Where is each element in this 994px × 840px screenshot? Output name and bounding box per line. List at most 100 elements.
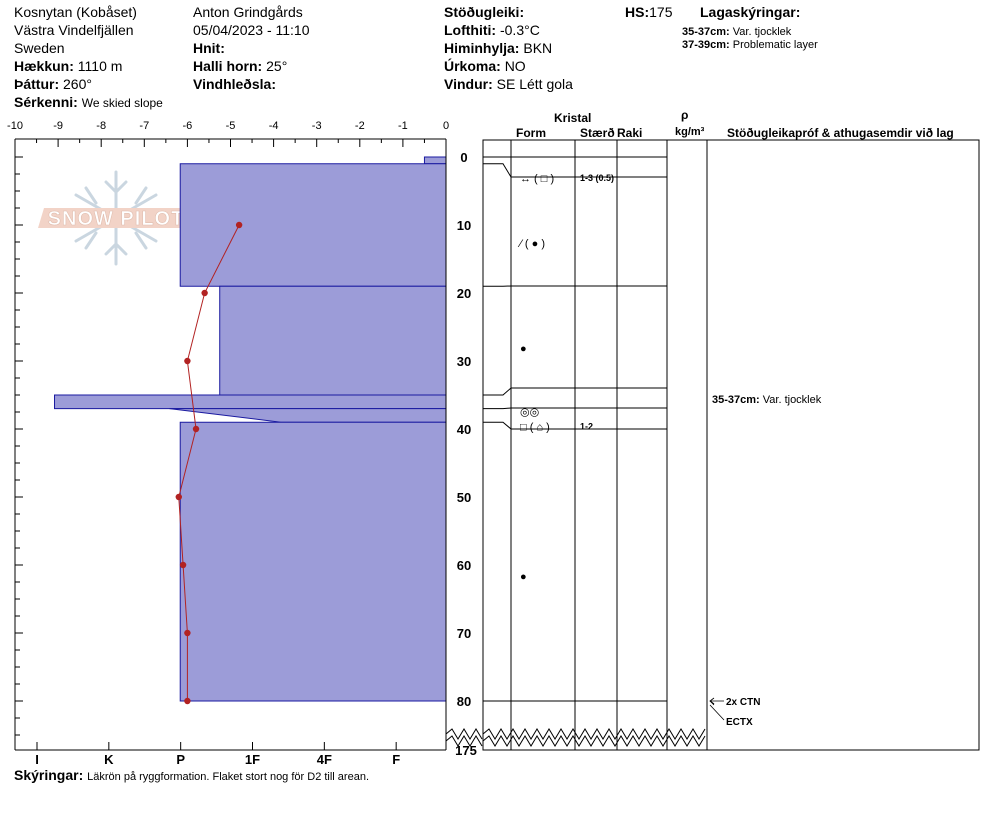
layer-note-range: 35-37cm: (682, 26, 730, 38)
precip-label: Úrkoma: (444, 58, 501, 74)
temperature-point (201, 289, 208, 297)
depth-tick-label: 50 (457, 490, 471, 505)
temperature-line (178, 224, 240, 701)
elevation: Hækkun: 1110 m (14, 58, 122, 74)
col-moisture: Raki (617, 126, 643, 140)
coords-label: Hnit: (193, 40, 225, 56)
col-density-symbol: ρ (681, 108, 689, 122)
elevation-label: Hækkun: (14, 58, 74, 74)
stability-test-arrow (709, 700, 725, 721)
test-note: 35-37cm: Var. tjocklek (712, 394, 822, 406)
logo-banner (38, 208, 194, 228)
grain-form-symbol: ◎◎ (520, 406, 539, 418)
slope-value: 25° (266, 58, 288, 74)
temp-tick-label: -1 (398, 120, 408, 132)
comments: Skýringar: Läkrön på ryggformation. Flak… (14, 767, 369, 785)
layer-boundary-line (483, 407, 667, 410)
col-size: Stærð (580, 126, 615, 140)
temp-tick-label: -7 (139, 120, 149, 132)
elevation-value: 1110 m (77, 58, 123, 74)
precip-value: NO (504, 58, 526, 74)
grain-size-label: 1-3 (0.5) (580, 173, 614, 183)
depth-tick-label: 60 (457, 558, 471, 573)
temp-tick-label: -5 (226, 120, 236, 132)
break-zigzag (482, 735, 706, 747)
air-temp-label: Lofthiti: (444, 22, 497, 38)
observer: Anton Grindgårds (193, 4, 303, 20)
temp-tick-label: -6 (183, 120, 193, 132)
sky-value: BKN (523, 40, 553, 56)
features: Sérkenni: We skied slope (14, 94, 163, 111)
temperature-point (235, 221, 243, 229)
hardness-layer-bar (423, 156, 447, 165)
logo-text: SNOW PILOT (48, 208, 185, 230)
precip: Úrkoma: NO (444, 58, 526, 74)
snow-pilot-logo: SNOW PILOT (38, 170, 194, 266)
temp-tick-label: 0 (443, 120, 449, 132)
datetime: 05/04/2023 - 11:10 (193, 22, 310, 38)
slope-label: Halli horn: (193, 58, 263, 74)
hs-value: 175 (649, 4, 673, 20)
wind-value: SE Létt gola (496, 76, 573, 92)
air-temp: Lofthiti: -0.3°C (444, 22, 540, 38)
temp-tick-label: -3 (312, 120, 322, 132)
layer-note-2: 37-39cm: Problematic layer (682, 37, 818, 53)
hs-label: HS: (625, 4, 650, 20)
col-crystal: Kristal (554, 111, 592, 125)
depth-tick-label: 10 (457, 218, 471, 233)
wind: Vindur: SE Létt gola (444, 76, 573, 92)
temp-tick-label: -4 (269, 120, 279, 132)
temperature-point (175, 493, 182, 501)
hardness-tick-label: P (176, 752, 185, 767)
col-density-unit: kg/m³ (675, 126, 705, 138)
depth-tick-label: 0 (460, 150, 467, 165)
grain-form-symbol: □ ( ⌂ ) (520, 421, 550, 433)
depth-tick-label: 70 (457, 626, 471, 641)
test-note-text: Var. tjocklek (760, 394, 822, 406)
temperature-point (179, 561, 187, 569)
sky-label: Himinhylja: (444, 40, 520, 56)
temperature-point (184, 697, 191, 705)
depth-bottom-label: 175 (455, 743, 477, 758)
comment-value: Läkrön på ryggformation. Flaket stort no… (87, 771, 369, 783)
hardness-tick-label: I (35, 752, 39, 767)
hardness-tick-label: F (392, 752, 400, 767)
layer-boundary-line (483, 163, 667, 178)
coords: Hnit: (193, 40, 225, 56)
layer-notes-title: Lagaskýringar: (700, 4, 801, 20)
temp-tick-label: -2 (355, 120, 365, 132)
temp-tick-label: -9 (53, 120, 63, 132)
country: Sweden (14, 40, 65, 56)
features-value: We skied slope (81, 96, 163, 110)
layer-note-1: 35-37cm: Var. tjocklek (682, 24, 791, 40)
stability-test-label: 2x CTN (726, 697, 760, 708)
wind-loading: Vindhleðsla: (193, 76, 276, 92)
features-label: Sérkenni: (14, 94, 78, 110)
wind-loading-label: Vindhleðsla: (193, 76, 276, 92)
location: Kosnytan (Kobåset) (14, 4, 137, 20)
stability: Stöðugleiki: (444, 4, 524, 20)
grain-form-symbol: ⁄ ( ● ) (517, 238, 545, 250)
wind-label: Vindur: (444, 76, 493, 92)
grain-form-symbol: ● (520, 571, 527, 583)
hardness-tick-label: K (104, 752, 114, 767)
aspect: Þáttur: 260° (14, 76, 92, 92)
col-tests: Stöðugleikapróf & athugasemdir við lag (727, 126, 954, 140)
temperature-point (192, 425, 200, 433)
depth-tick-label: 80 (457, 694, 471, 709)
hs: HS:175 (625, 4, 672, 20)
stability-label: Stöðugleiki: (444, 4, 525, 20)
hardness-layer-bar (169, 408, 447, 423)
break-zigzag (445, 735, 483, 747)
layer-boundary-line (483, 421, 667, 430)
col-form: Form (516, 126, 546, 140)
temperature-point (184, 629, 191, 637)
temp-tick-label: -10 (7, 120, 23, 132)
hardness-layer-bar (179, 163, 447, 287)
hardness-tick-label: 4F (317, 752, 332, 767)
test-note-range: 35-37cm: (712, 394, 760, 406)
layer-boundary-line (483, 387, 667, 396)
hardness-layer-bar (219, 285, 447, 396)
temperature-point (184, 357, 191, 365)
